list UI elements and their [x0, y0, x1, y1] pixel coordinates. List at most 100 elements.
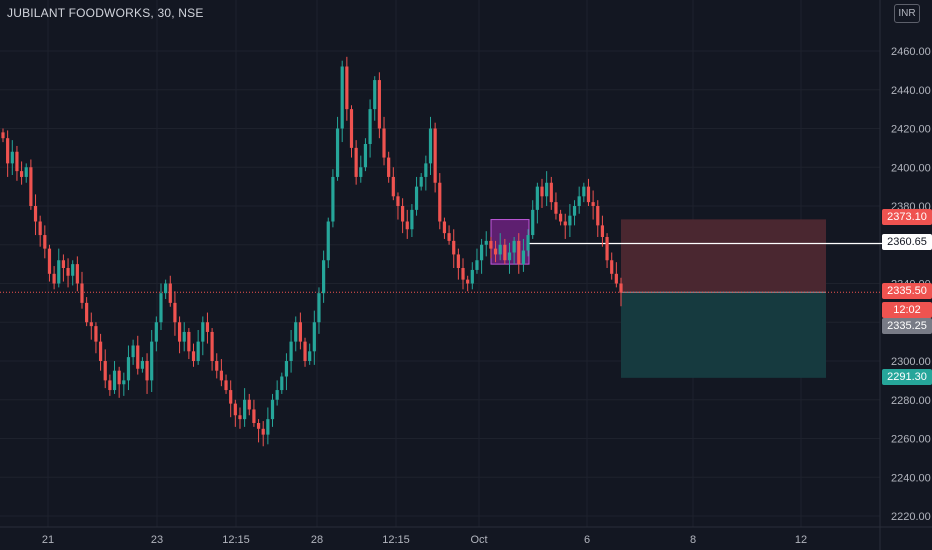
- candle-body: [610, 260, 614, 274]
- candle-body: [224, 380, 228, 391]
- candle-body: [29, 167, 33, 206]
- candle-body: [605, 237, 609, 261]
- candle-body: [521, 250, 526, 265]
- candle-body: [354, 147, 358, 177]
- candle-body: [154, 322, 158, 342]
- candle-body: [191, 351, 196, 361]
- candle-body: [94, 326, 98, 342]
- candle-body: [591, 202, 595, 206]
- candle-body: [98, 341, 103, 361]
- candle-body: [507, 252, 512, 261]
- candle-body: [619, 283, 623, 293]
- candle-body: [540, 186, 544, 197]
- candle-body: [205, 322, 210, 332]
- x-tick-label: 28: [311, 534, 323, 546]
- y-tick-label: 2240.00: [891, 472, 931, 484]
- stop-loss-zone: [621, 219, 826, 293]
- candle-body: [503, 244, 507, 261]
- candle-body: [52, 273, 56, 284]
- candle-body: [108, 380, 112, 391]
- candle-body: [498, 244, 502, 255]
- candle-body: [247, 399, 251, 410]
- stop-price-label: 2373.10: [882, 209, 932, 225]
- candle-body: [387, 157, 391, 177]
- candle-body: [572, 206, 577, 216]
- candle-body: [438, 182, 442, 222]
- candle-body: [112, 370, 117, 391]
- candle-body: [10, 151, 14, 164]
- candle-body: [252, 409, 256, 423]
- candle-body: [103, 361, 107, 381]
- candle-body: [275, 390, 279, 400]
- candle-body: [317, 293, 321, 323]
- candle-body: [187, 331, 191, 352]
- candle-body: [66, 268, 70, 276]
- candle-body: [373, 80, 377, 110]
- candle-body: [359, 167, 363, 177]
- candle-body: [545, 182, 549, 197]
- candle-body: [1, 132, 5, 139]
- candle-body: [284, 361, 289, 377]
- candle-body: [512, 240, 516, 253]
- close-price-label: 2335.25: [882, 318, 932, 334]
- candle-body: [549, 182, 553, 203]
- candle-body: [517, 240, 521, 265]
- candle-body: [33, 206, 38, 222]
- candle-body: [531, 209, 535, 236]
- candle-body: [15, 151, 19, 172]
- candle-body: [85, 302, 89, 323]
- candle-body: [168, 283, 172, 303]
- candle-body: [563, 221, 567, 226]
- candle-body: [57, 260, 61, 284]
- candle-body: [182, 331, 186, 342]
- candle-body: [335, 128, 340, 177]
- candle-body: [308, 351, 312, 361]
- candle-body: [568, 215, 572, 226]
- candle-body: [428, 128, 433, 164]
- candle-body: [363, 144, 368, 168]
- currency-badge[interactable]: INR: [894, 4, 920, 23]
- candle-body: [117, 370, 121, 385]
- candle-body: [238, 415, 242, 420]
- x-tick-label: 8: [690, 534, 696, 546]
- y-tick-label: 2460.00: [891, 46, 931, 58]
- bar-timer-label: 12:02: [882, 302, 932, 318]
- candle-body: [289, 341, 293, 361]
- candle-body: [489, 240, 493, 249]
- entry-price-label: 2360.65: [882, 234, 932, 250]
- candle-body: [461, 268, 465, 280]
- candle-body: [582, 186, 586, 197]
- candle-body: [614, 273, 618, 284]
- candle-body: [558, 213, 563, 222]
- x-tick-label: 6: [584, 534, 590, 546]
- candle-body: [419, 176, 423, 187]
- candle-body: [480, 244, 484, 261]
- chart-title: JUBILANT FOODWORKS, 30, NSE: [7, 6, 204, 20]
- candle-body: [24, 167, 28, 177]
- candle-body: [414, 186, 419, 210]
- candle-body: [345, 66, 349, 110]
- candle-body: [298, 322, 302, 342]
- candle-body: [61, 260, 66, 268]
- candle-body: [410, 209, 414, 230]
- y-tick-label: 2220.00: [891, 511, 931, 523]
- candle-body: [215, 361, 219, 371]
- candle-body: [331, 176, 335, 222]
- candle-body: [493, 248, 498, 255]
- take-profit-zone: [621, 292, 826, 378]
- candle-body: [340, 66, 344, 129]
- last-price-label: 2335.50: [882, 283, 932, 299]
- candle-body: [600, 225, 605, 237]
- candle-body: [294, 322, 298, 342]
- candle-body: [140, 361, 144, 369]
- candle-body: [266, 419, 270, 435]
- y-tick-label: 2280.00: [891, 395, 931, 407]
- candle-body: [470, 269, 474, 284]
- target-price-label: 2291.30: [882, 369, 932, 385]
- candle-body: [312, 322, 316, 352]
- x-tick-label: 12: [795, 534, 807, 546]
- candle-body: [322, 260, 326, 294]
- candle-body: [47, 248, 52, 274]
